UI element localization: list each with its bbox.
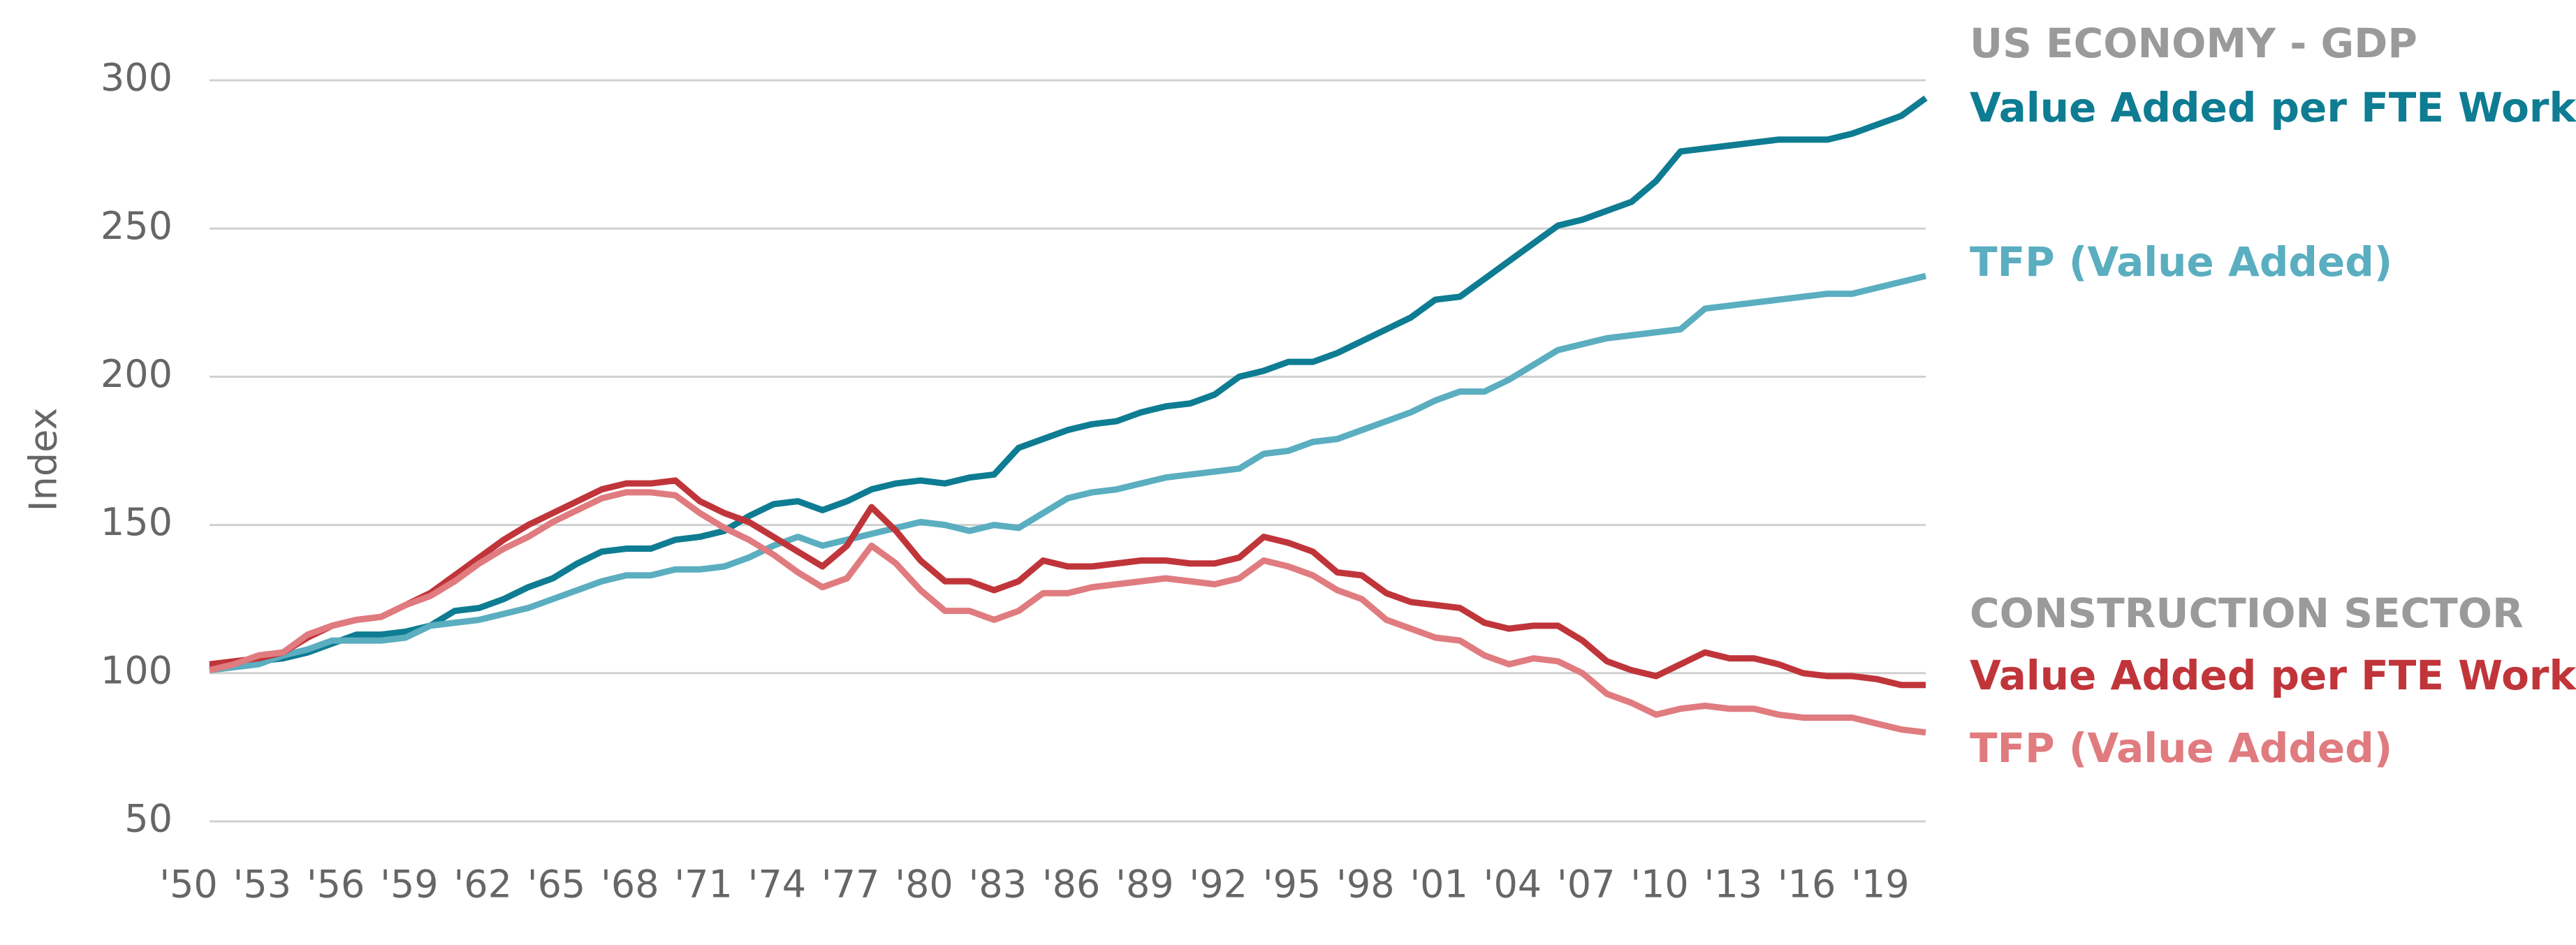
legend-entry: TFP (Value Added) <box>1970 724 2392 772</box>
x-tick-label: '89 <box>1115 863 1174 907</box>
x-tick-label: '80 <box>895 863 953 907</box>
y-tick-label: 150 <box>101 500 173 544</box>
group-header: US ECONOMY - GDP <box>1970 20 2417 67</box>
series-line <box>209 272 1927 674</box>
x-tick-label: '56 <box>307 863 365 907</box>
x-tick-label: '16 <box>1778 863 1836 907</box>
x-tick-label: '13 <box>1704 863 1763 907</box>
x-tick-label: '01 <box>1410 863 1468 907</box>
y-axis-label: Index <box>22 408 66 512</box>
y-tick-label: 300 <box>101 56 173 100</box>
x-tick-label: '95 <box>1263 863 1322 907</box>
legend-entry: Value Added per FTE Worker <box>1970 652 2576 699</box>
x-tick-label: '77 <box>821 863 880 907</box>
y-tick-label: 50 <box>124 797 173 841</box>
x-tick-label: '62 <box>453 863 512 907</box>
x-tick-label: '98 <box>1336 863 1395 907</box>
x-tick-label: '10 <box>1630 863 1689 907</box>
legend-entry: Value Added per FTE Worker <box>1970 84 2576 131</box>
x-tick-label: '59 <box>380 863 439 907</box>
x-tick-label: '53 <box>233 863 292 907</box>
x-tick-label: '74 <box>748 863 807 907</box>
x-tick-label: '04 <box>1484 863 1542 907</box>
x-tick-label: '83 <box>969 863 1027 907</box>
x-tick-label: '68 <box>601 863 659 907</box>
x-tick-label: '92 <box>1189 863 1247 907</box>
x-tick-label: '19 <box>1851 863 1910 907</box>
x-tick-label: '07 <box>1557 863 1616 907</box>
series-line <box>209 477 1926 689</box>
y-tick-label: 250 <box>101 204 173 248</box>
series-line <box>209 95 1928 671</box>
x-tick-label: '86 <box>1042 863 1101 907</box>
y-tick-label: 100 <box>101 648 173 692</box>
x-tick-label: '50 <box>159 863 218 907</box>
series-line <box>208 489 1926 736</box>
legend-entry: TFP (Value Added) <box>1970 238 2392 286</box>
y-tick-label: 200 <box>101 352 173 396</box>
x-tick-label: '65 <box>527 863 586 907</box>
x-tick-label: '71 <box>674 863 733 907</box>
group-header: CONSTRUCTION SECTOR <box>1970 589 2524 637</box>
